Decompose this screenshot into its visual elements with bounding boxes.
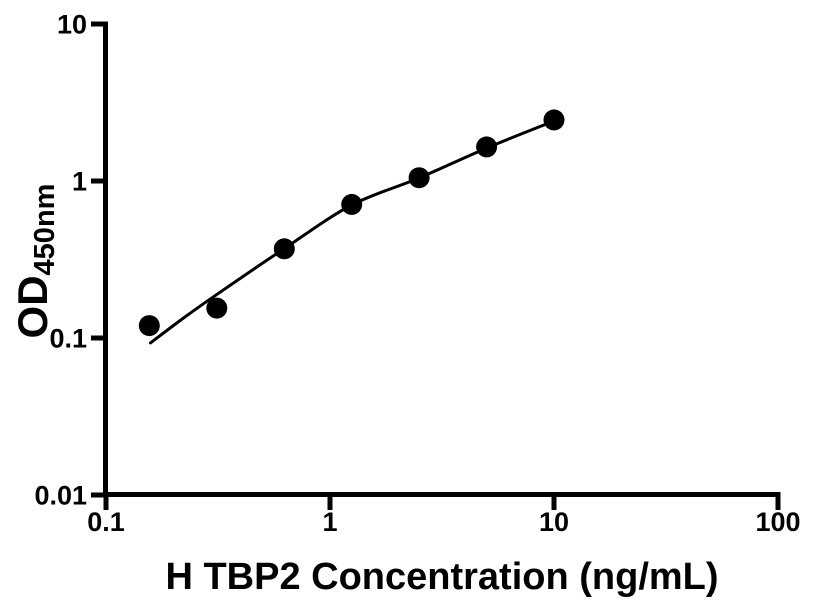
data-point xyxy=(476,136,498,158)
y-tick-label: 0.01 xyxy=(34,481,87,511)
y-tick-label: 0.1 xyxy=(49,324,87,354)
y-axis-title-subscript: 450nm xyxy=(29,183,61,276)
x-tick-label: 0.1 xyxy=(87,507,125,537)
data-point xyxy=(138,315,160,337)
x-axis-title: H TBP2 Concentration (ng/mL) xyxy=(165,556,719,598)
data-point xyxy=(206,297,228,319)
y-tick-label: 1 xyxy=(72,167,87,197)
y-tick-label: 10 xyxy=(57,10,87,40)
data-point xyxy=(408,167,430,189)
x-tick-label: 100 xyxy=(755,507,800,537)
data-point xyxy=(543,109,565,131)
x-tick-label: 10 xyxy=(539,507,569,537)
y-axis-title: OD450nm xyxy=(9,184,61,339)
data-point xyxy=(341,193,363,215)
y-axis-title-main: OD xyxy=(9,275,56,339)
x-tick-label: 1 xyxy=(322,507,337,537)
data-point xyxy=(273,238,295,260)
